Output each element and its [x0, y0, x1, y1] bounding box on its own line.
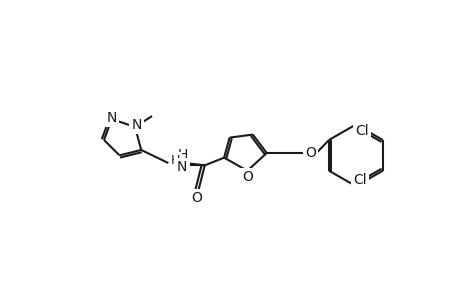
Text: H: H: [170, 154, 179, 167]
Text: O: O: [305, 146, 316, 160]
Text: O: O: [241, 170, 252, 184]
Text: N: N: [106, 111, 117, 124]
Text: N: N: [131, 118, 141, 132]
Text: Cl: Cl: [352, 173, 366, 187]
Text: Cl: Cl: [354, 124, 368, 138]
Text: H: H: [170, 158, 179, 171]
Text: H
N: H N: [177, 148, 188, 178]
Text: N: N: [176, 160, 186, 174]
Text: O: O: [191, 191, 202, 205]
